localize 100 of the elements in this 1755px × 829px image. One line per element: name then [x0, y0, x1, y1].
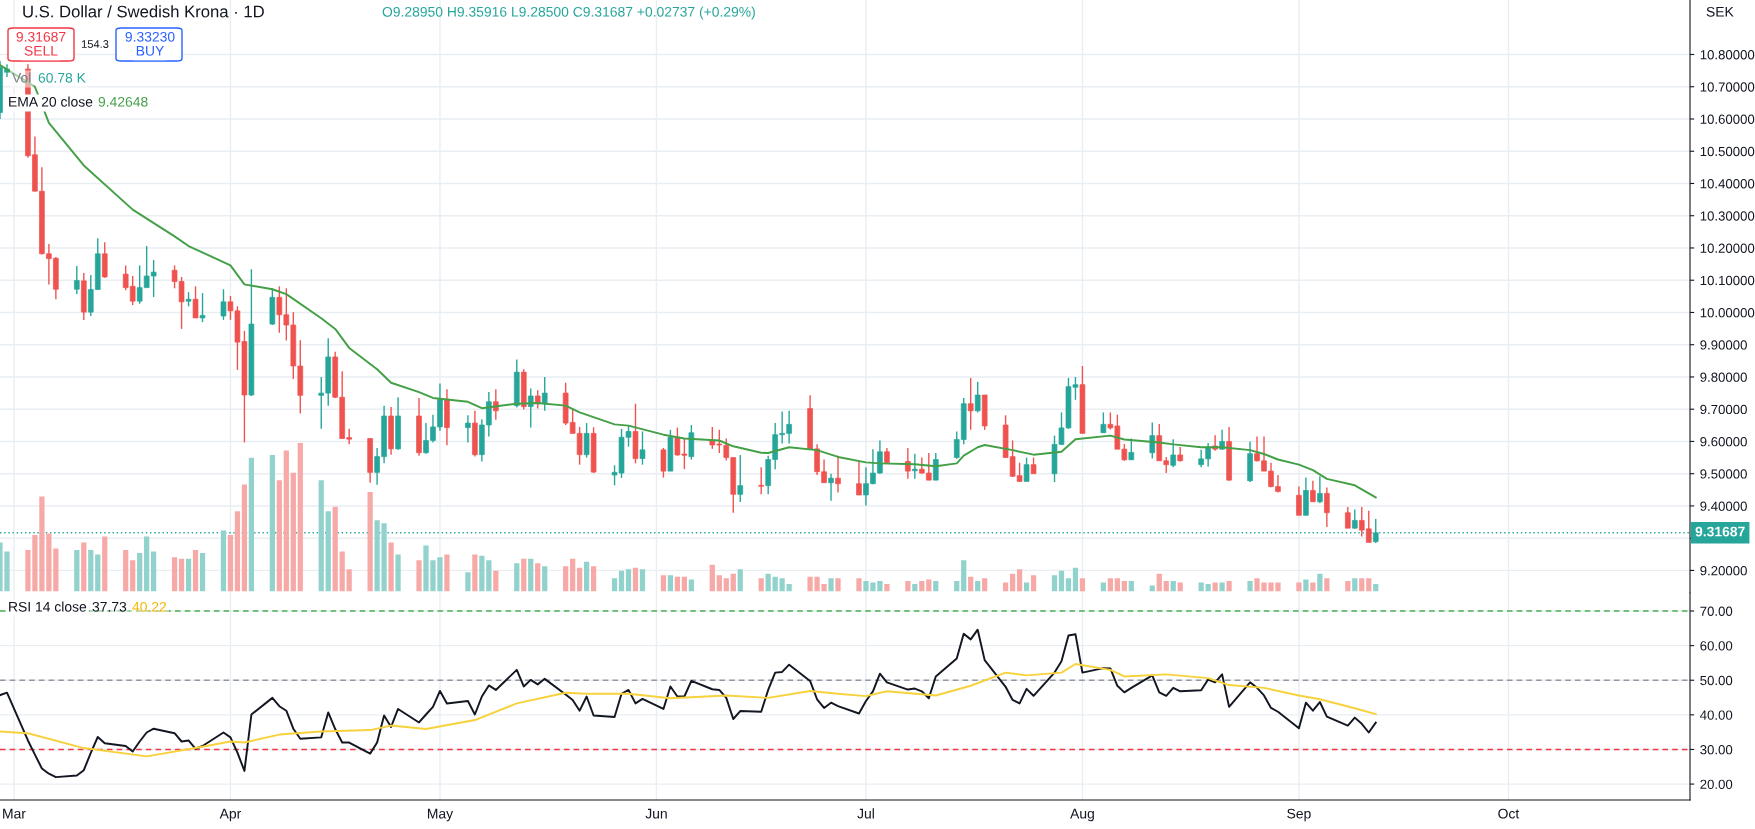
annotation: 40.22 [132, 601, 167, 612]
bar [137, 552, 143, 592]
candlestick [639, 430, 646, 466]
bar [1121, 581, 1127, 592]
candlestick [101, 241, 108, 279]
y-tick-label: 9.90000 [1700, 340, 1747, 350]
bar [332, 506, 338, 592]
bar [1296, 582, 1302, 592]
bar [227, 535, 234, 592]
candlestick [1149, 421, 1156, 460]
x-tick-label: Apr [219, 808, 242, 822]
candlestick [1324, 486, 1330, 528]
bar [1009, 573, 1016, 592]
candlestick [1170, 438, 1177, 468]
bar [625, 569, 632, 592]
candlestick [737, 454, 744, 503]
y-tick-label: 9.50000 [1700, 469, 1747, 479]
candlestick [974, 381, 981, 414]
bar [171, 557, 178, 592]
bar [1310, 582, 1316, 592]
bar [660, 575, 667, 592]
bar [123, 549, 129, 592]
bar [297, 443, 303, 592]
bar [1156, 573, 1162, 592]
bar [151, 551, 157, 592]
bar [192, 549, 199, 592]
annotation: SELL [24, 45, 58, 56]
bar [779, 578, 785, 592]
bar [395, 554, 401, 592]
bar [472, 554, 478, 592]
bar [486, 560, 492, 592]
annotation: BUY [136, 46, 164, 56]
chart-subtitle: O9.28950 H9.35916 L9.28500 C9.31687 +0.02737 (+0.29%) [382, 6, 755, 20]
bar [716, 575, 722, 592]
bar [583, 561, 590, 592]
bar [667, 575, 674, 592]
bar [102, 536, 108, 592]
bar [1366, 578, 1372, 592]
bar [444, 554, 450, 592]
bar [1352, 578, 1358, 592]
bar [367, 492, 373, 592]
bar [1170, 581, 1176, 592]
bar [954, 581, 960, 592]
bar [737, 569, 743, 592]
y-tick-label: 9.20000 [1700, 566, 1747, 576]
bar [835, 578, 841, 592]
bar [276, 480, 282, 592]
bar [416, 560, 422, 592]
x-tick-label: Jun [645, 808, 667, 819]
x-tick-label: May [427, 808, 454, 822]
bar [577, 567, 583, 592]
bar [772, 576, 778, 592]
bar [241, 484, 248, 592]
annotation: 37.73 [92, 601, 127, 612]
bar [144, 536, 150, 592]
bar [388, 542, 394, 592]
bar [905, 581, 911, 592]
y-tick-label: 50.00 [1700, 675, 1733, 686]
bar [325, 511, 331, 592]
y-tick-label: 60.00 [1700, 641, 1733, 651]
text: SEK [1706, 6, 1734, 17]
series-label: EMA 20 close [9, 96, 93, 107]
bar [709, 564, 715, 592]
bar [632, 567, 639, 592]
y-tick-label: 40.00 [1700, 710, 1733, 720]
bar [1079, 578, 1086, 592]
annotation: 60.78 K [38, 72, 86, 83]
bar [982, 578, 988, 592]
bar [1107, 578, 1113, 592]
bar [269, 454, 275, 592]
bar [1065, 578, 1072, 592]
x-tick-label: Aug [1070, 808, 1094, 822]
bar [1303, 579, 1309, 592]
bar [88, 549, 94, 592]
text: RSI 14 close [9, 601, 87, 612]
candlestick [758, 466, 764, 496]
bar [1345, 581, 1351, 592]
x-tick-label: Sep [1287, 808, 1311, 822]
bar [1247, 581, 1253, 592]
candlestick [465, 414, 471, 444]
bar [639, 569, 646, 592]
bar [339, 551, 345, 592]
bar [95, 554, 101, 592]
candlestick [1023, 456, 1030, 483]
candlestick [1352, 508, 1358, 530]
bar [493, 570, 499, 592]
candlestick [828, 472, 834, 502]
bar [1373, 584, 1379, 592]
bar [563, 566, 569, 592]
candlestick [856, 460, 862, 496]
y-tick-label: 10.80000 [1700, 50, 1755, 60]
bar [283, 450, 289, 592]
candlestick [1100, 411, 1107, 434]
candlestick [1317, 475, 1323, 504]
bar [611, 578, 618, 592]
bar [933, 581, 939, 592]
bar [1219, 582, 1225, 592]
bar [1128, 581, 1134, 592]
bar [758, 578, 764, 592]
y-tick-label: 10.60000 [1700, 114, 1755, 124]
